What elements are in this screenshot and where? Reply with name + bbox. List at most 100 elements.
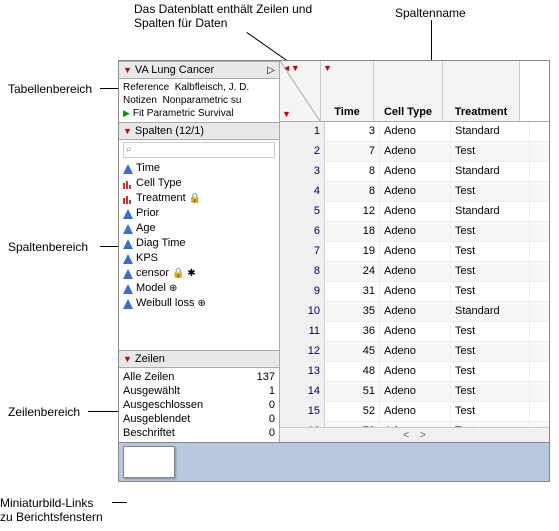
cell[interactable]: Adeno — [380, 282, 451, 301]
cell[interactable]: 8 — [325, 162, 380, 181]
row-number[interactable]: 1 — [280, 122, 325, 141]
cell[interactable]: Test — [451, 222, 530, 241]
table-row[interactable]: 931AdenoTest — [280, 282, 549, 302]
rownum-header[interactable]: ◄▼ ▼ — [280, 61, 321, 121]
disclosure-icon[interactable]: ▼ — [123, 354, 132, 364]
table-row[interactable]: 27AdenoTest — [280, 142, 549, 162]
cell[interactable]: Adeno — [380, 262, 451, 281]
cell[interactable]: Standard — [451, 202, 530, 221]
row-number[interactable]: 10 — [280, 302, 325, 321]
cell[interactable]: Standard — [451, 162, 530, 181]
column-item[interactable]: Diag Time — [123, 236, 275, 251]
cell[interactable]: 7 — [325, 142, 380, 161]
disclosure-icon[interactable]: ▼ — [123, 126, 132, 136]
cell[interactable]: Adeno — [380, 122, 451, 141]
table-row[interactable]: 38AdenoStandard — [280, 162, 549, 182]
row-number[interactable]: 9 — [280, 282, 325, 301]
cell[interactable]: 31 — [325, 282, 380, 301]
cell[interactable]: Adeno — [380, 342, 451, 361]
cell[interactable]: 48 — [325, 362, 380, 381]
row-number[interactable]: 4 — [280, 182, 325, 201]
table-row[interactable]: 824AdenoTest — [280, 262, 549, 282]
cell[interactable]: 51 — [325, 382, 380, 401]
row-number[interactable]: 11 — [280, 322, 325, 341]
table-row[interactable]: 1035AdenoStandard — [280, 302, 549, 322]
cell[interactable]: 35 — [325, 302, 380, 321]
row-number[interactable]: 6 — [280, 222, 325, 241]
cell[interactable]: Test — [451, 262, 530, 281]
table-row[interactable]: 1136AdenoTest — [280, 322, 549, 342]
column-item[interactable]: Prior — [123, 206, 275, 221]
cell[interactable]: Test — [451, 182, 530, 201]
row-number[interactable]: 7 — [280, 242, 325, 261]
menu-icon[interactable]: ▷ — [267, 65, 275, 76]
report-thumbnail[interactable] — [123, 446, 175, 478]
table-row[interactable]: 618AdenoTest — [280, 222, 549, 242]
cell[interactable]: Test — [451, 362, 530, 381]
cell[interactable]: 24 — [325, 262, 380, 281]
table-row[interactable]: 1245AdenoTest — [280, 342, 549, 362]
cell[interactable]: Adeno — [380, 242, 451, 261]
cell[interactable]: 8 — [325, 182, 380, 201]
cell[interactable]: Adeno — [380, 142, 451, 161]
column-header[interactable]: Cell Type — [374, 61, 443, 121]
row-number[interactable]: 13 — [280, 362, 325, 381]
column-item[interactable]: censor🔒 ✱ — [123, 266, 275, 281]
column-item[interactable]: Time — [123, 161, 275, 176]
cell[interactable]: Adeno — [380, 162, 451, 181]
cell[interactable]: 52 — [325, 402, 380, 421]
row-number[interactable]: 2 — [280, 142, 325, 161]
columns-search[interactable]: ⌕ — [123, 142, 275, 158]
columns-panel-header[interactable]: ▼ Spalten (12/1) — [119, 122, 279, 140]
cell[interactable]: Adeno — [380, 302, 451, 321]
table-row[interactable]: 1348AdenoTest — [280, 362, 549, 382]
row-number[interactable]: 12 — [280, 342, 325, 361]
table-row[interactable]: 48AdenoTest — [280, 182, 549, 202]
cell[interactable]: Test — [451, 242, 530, 261]
cell[interactable]: Adeno — [380, 322, 451, 341]
row-number[interactable]: 14 — [280, 382, 325, 401]
row-number[interactable]: 8 — [280, 262, 325, 281]
cell[interactable]: Test — [451, 322, 530, 341]
cell[interactable]: 3 — [325, 122, 380, 141]
disclosure-icon[interactable]: ▼ — [123, 65, 132, 75]
cell[interactable]: Standard — [451, 302, 530, 321]
table-panel-header[interactable]: ▼ VA Lung Cancer ▷ — [119, 61, 279, 79]
column-item[interactable]: Weibull loss⊕ — [123, 296, 275, 311]
cell[interactable]: Test — [451, 402, 530, 421]
row-number[interactable]: 15 — [280, 402, 325, 421]
cell[interactable]: 12 — [325, 202, 380, 221]
cell[interactable]: 45 — [325, 342, 380, 361]
column-item[interactable]: Cell Type — [123, 176, 275, 191]
table-row[interactable]: 1552AdenoTest — [280, 402, 549, 422]
column-item[interactable]: Treatment🔒 — [123, 191, 275, 206]
rows-stat[interactable]: Ausgeschlossen0 — [123, 398, 275, 412]
cell[interactable]: Adeno — [380, 182, 451, 201]
cell[interactable]: Adeno — [380, 362, 451, 381]
table-row[interactable]: 1451AdenoTest — [280, 382, 549, 402]
rows-panel-header[interactable]: ▼ Zeilen — [119, 350, 279, 368]
cell[interactable]: Adeno — [380, 222, 451, 241]
cell[interactable]: 18 — [325, 222, 380, 241]
rows-stat[interactable]: Alle Zeilen137 — [123, 370, 275, 384]
table-row[interactable]: 512AdenoStandard — [280, 202, 549, 222]
column-header[interactable]: ▼Time — [321, 61, 374, 121]
cell[interactable]: Test — [451, 382, 530, 401]
cell[interactable]: Test — [451, 342, 530, 361]
column-item[interactable]: Model⊕ — [123, 281, 275, 296]
cell[interactable]: Test — [451, 282, 530, 301]
cell[interactable]: 19 — [325, 242, 380, 261]
cell[interactable]: Adeno — [380, 202, 451, 221]
disclosure-icon[interactable]: ▼ — [323, 63, 332, 73]
cell[interactable]: 36 — [325, 322, 380, 341]
cell[interactable]: Adeno — [380, 402, 451, 421]
cell[interactable]: Test — [451, 142, 530, 161]
row-number[interactable]: 3 — [280, 162, 325, 181]
cell[interactable]: Standard — [451, 122, 530, 141]
rows-stat[interactable]: Ausgeblendet0 — [123, 412, 275, 426]
table-row[interactable]: 13AdenoStandard — [280, 122, 549, 142]
column-item[interactable]: Age — [123, 221, 275, 236]
cell[interactable]: Adeno — [380, 382, 451, 401]
table-script[interactable]: ▶Fit Parametric Survival — [123, 107, 275, 120]
column-header[interactable]: Treatment — [443, 61, 520, 121]
